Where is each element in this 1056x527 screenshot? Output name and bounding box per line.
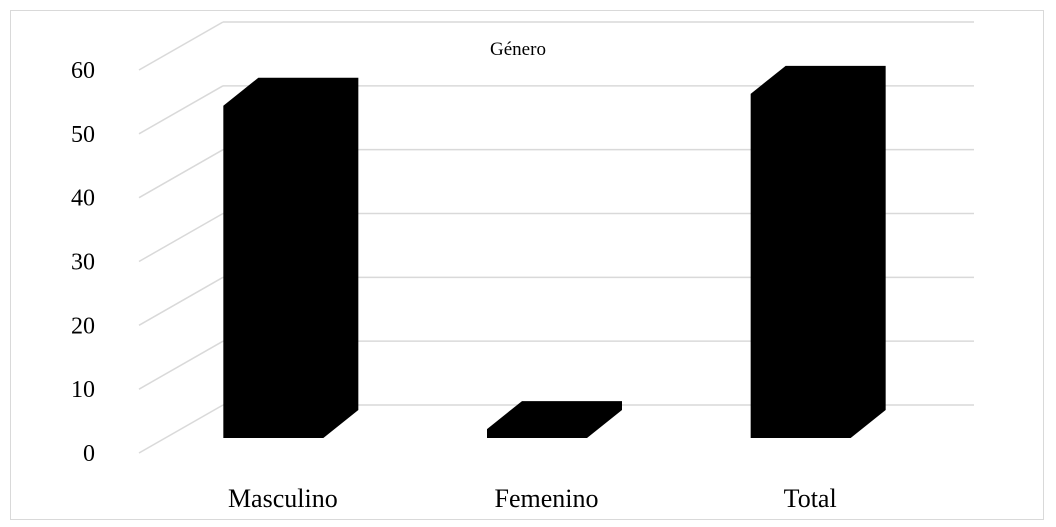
x-category-label: Femenino xyxy=(495,484,599,513)
y-tick-label: 0 xyxy=(83,441,95,467)
gridline-diagonal xyxy=(138,212,224,263)
gridline-diagonal xyxy=(138,21,224,71)
labels: Género 0 10 20 30 40 50 60 Masculino Femenino Tot… xyxy=(71,39,837,513)
bar-chart: Género 0 10 20 30 40 50 60 Masculino Femenino Tot… xyxy=(71,21,974,513)
gridline-diagonal xyxy=(138,404,224,454)
gridline-diagonal xyxy=(138,276,224,326)
x-category-label: Total xyxy=(784,484,837,513)
y-tick-label: 20 xyxy=(71,313,95,339)
bar-total xyxy=(750,65,886,438)
y-tick-label: 50 xyxy=(71,122,95,148)
y-tick-label: 10 xyxy=(71,377,95,403)
y-tick-label: 40 xyxy=(71,186,95,212)
y-tick-label: 30 xyxy=(71,250,95,276)
gridline-diagonal xyxy=(138,340,224,390)
gridline-diagonal xyxy=(138,149,224,199)
chart-title: Género xyxy=(490,39,546,60)
x-category-label: Masculino xyxy=(228,484,338,513)
bar-femenino xyxy=(487,401,622,438)
bar-masculino xyxy=(223,77,359,438)
chart-frame: Género 0 10 20 30 40 50 60 Masculino Femenino Tot… xyxy=(10,10,1044,520)
gridline-diagonal xyxy=(138,85,224,135)
y-tick-label: 60 xyxy=(71,58,95,84)
bars xyxy=(223,65,886,438)
